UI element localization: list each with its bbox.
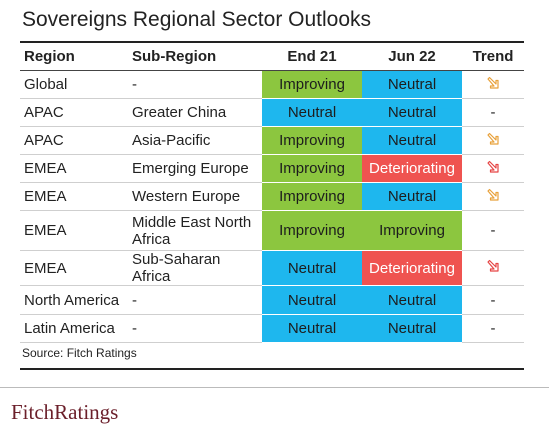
cell-end21-status: Neutral xyxy=(262,250,362,286)
cell-region: EMEA xyxy=(20,182,128,211)
trend-arrow-cell xyxy=(462,250,524,286)
table-row: EMEA Western Europe Improving Neutral xyxy=(20,182,524,211)
cell-end21-status: Neutral xyxy=(262,285,362,315)
trend-arrow-cell xyxy=(462,70,524,99)
cell-end21-status: Improving xyxy=(262,182,362,211)
cell-end21-status: Improving xyxy=(262,126,362,155)
cell-region: EMEA xyxy=(20,154,128,183)
cell-end21-status: Neutral xyxy=(262,98,362,127)
cell-region: North America xyxy=(20,285,128,315)
column-header-trend: Trend xyxy=(462,43,524,71)
cell-subregion: Western Europe xyxy=(128,182,262,211)
cell-subregion: Middle East North Africa xyxy=(128,210,262,251)
cell-region: Latin America xyxy=(20,314,128,343)
cell-jun22-status: Neutral xyxy=(362,126,462,155)
table-header-row: Region Sub-Region End 21 Jun 22 Trend xyxy=(20,43,524,71)
cell-jun22-status: Neutral xyxy=(362,182,462,211)
cell-subregion: - xyxy=(128,70,262,99)
cell-end21-status: Neutral xyxy=(262,314,362,343)
fitch-ratings-logo: FitchRatings xyxy=(11,400,119,424)
cell-end21-status: Improving xyxy=(262,154,362,183)
column-header-end21: End 21 xyxy=(262,43,362,71)
trend-none: - xyxy=(462,210,524,251)
cell-region: EMEA xyxy=(20,210,128,251)
table-row: North America - Neutral Neutral - xyxy=(20,285,524,315)
cell-jun22-status: Deteriorating xyxy=(362,154,462,183)
cell-jun22-status: Neutral xyxy=(362,285,462,315)
cell-region: Global xyxy=(20,70,128,99)
cell-subregion: Emerging Europe xyxy=(128,154,262,183)
cell-jun22-status: Deteriorating xyxy=(362,250,462,286)
trend-none: - xyxy=(462,314,524,343)
cell-region: APAC xyxy=(20,98,128,127)
top-rule xyxy=(20,41,524,43)
cell-subregion: Asia-Pacific xyxy=(128,126,262,155)
arrow-down-right-icon xyxy=(486,160,500,174)
cell-jun22-status: Neutral xyxy=(362,314,462,343)
column-header-jun22: Jun 22 xyxy=(362,43,462,71)
table-row: Global - Improving Neutral xyxy=(20,70,524,99)
table-row: EMEA Middle East North Africa Improving Imp… xyxy=(20,210,524,251)
trend-arrow-cell xyxy=(462,154,524,183)
table-row: APAC Asia-Pacific Improving Neutral xyxy=(20,126,524,155)
cell-end21-status: Improving xyxy=(262,70,362,99)
cell-region: EMEA xyxy=(20,250,128,286)
cell-region: APAC xyxy=(20,126,128,155)
cell-subregion: - xyxy=(128,314,262,343)
page-title: Sovereigns Regional Sector Outlooks xyxy=(22,8,372,31)
table-row: EMEA Emerging Europe Improving Deterioratin… xyxy=(20,154,524,183)
trend-none: - xyxy=(462,98,524,127)
trend-none: - xyxy=(462,285,524,315)
cell-subregion: Greater China xyxy=(128,98,262,127)
cell-subregion: - xyxy=(128,285,262,315)
footer-rule xyxy=(0,387,549,388)
cell-subregion: Sub-Saharan Africa xyxy=(128,250,262,286)
arrow-down-right-icon xyxy=(486,188,500,202)
table-row: EMEA Sub-Saharan Africa Neutral Deteriorati… xyxy=(20,250,524,286)
trend-arrow-cell xyxy=(462,126,524,155)
arrow-down-right-icon xyxy=(486,76,500,90)
outlook-table: Region Sub-Region End 21 Jun 22 Trend Gl… xyxy=(20,43,524,343)
column-header-region: Region xyxy=(20,43,128,71)
cell-end21-status: Improving xyxy=(262,210,362,251)
trend-arrow-cell xyxy=(462,182,524,211)
table-row: APAC Greater China Neutral Neutral - xyxy=(20,98,524,127)
cell-jun22-status: Neutral xyxy=(362,98,462,127)
arrow-down-right-icon xyxy=(486,259,500,273)
arrow-down-right-icon xyxy=(486,132,500,146)
source-note: Source: Fitch Ratings xyxy=(22,346,137,360)
column-header-subregion: Sub-Region xyxy=(128,43,262,71)
cell-jun22-status: Neutral xyxy=(362,70,462,99)
table-row: Latin America - Neutral Neutral - xyxy=(20,314,524,343)
cell-jun22-status: Improving xyxy=(362,210,462,251)
bottom-rule xyxy=(20,368,524,370)
